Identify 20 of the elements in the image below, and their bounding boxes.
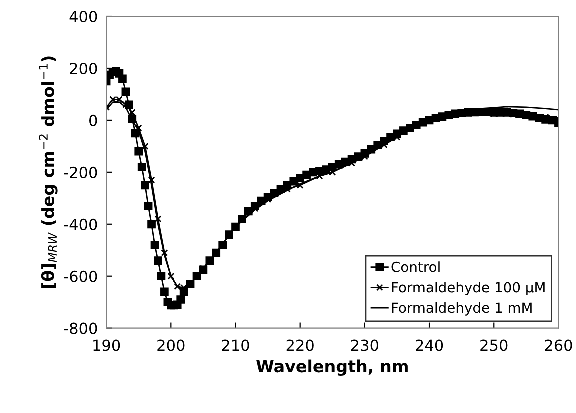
y-tick-label: -200 [64, 166, 98, 178]
x-tick-label: 250 [480, 340, 508, 352]
y-tick-label: 0 [90, 114, 98, 126]
y-tick-label: -800 [64, 322, 98, 334]
y-tick-label: -600 [64, 270, 98, 282]
y-tick-label: 200 [70, 62, 98, 75]
legend-label: Control [392, 262, 440, 272]
x-tick-label: 240 [416, 340, 444, 352]
y-tick-label: -400 [64, 218, 98, 230]
y-axis-title: [θ]$_{MRW}$ (deg cm$^{−2}$ dmol$^{−1}$) [39, 56, 58, 288]
y-tick-label: 400 [70, 10, 98, 23]
x-tick-label: 220 [286, 340, 314, 352]
x-tick-label: 210 [222, 340, 250, 352]
legend-label: Formaldehyde 1 mM [392, 302, 532, 316]
x-axis-title: Wavelength, nm [256, 360, 408, 376]
x-tick-label: 260 [545, 340, 572, 352]
legend-label: Formaldehyde 100 µM [392, 282, 545, 296]
x-tick-label: 230 [351, 340, 379, 352]
x-tick-label: 190 [94, 340, 120, 352]
x-tick-label: 200 [158, 340, 185, 352]
